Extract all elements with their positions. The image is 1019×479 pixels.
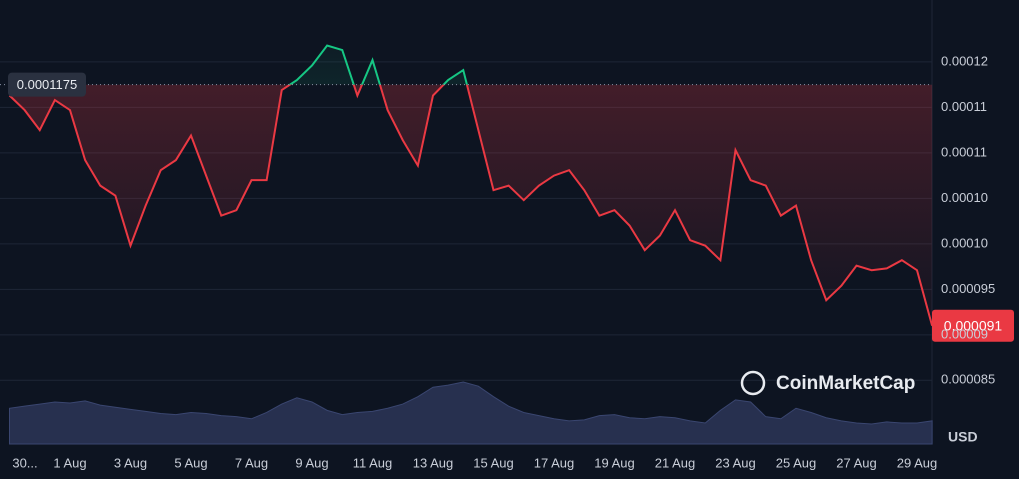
currency: USD [948, 429, 978, 445]
watermark-logo [740, 370, 766, 396]
y-tick-label: 0.00012 [941, 53, 988, 68]
x-tick-label: 11 Aug [353, 455, 393, 470]
x-tick-label: 17 Aug [534, 455, 575, 470]
baseline-label: 0.0001175 [17, 77, 78, 92]
watermark: CoinMarketCap [740, 370, 915, 396]
y-tick-label: 0.000085 [941, 372, 995, 387]
price-line-below [8, 84, 934, 326]
x-tick-label: 7 Aug [235, 455, 268, 470]
x-tick-label: 30... [12, 455, 37, 470]
x-tick-label: 23 Aug [715, 455, 756, 470]
watermark-text: CoinMarketCap [776, 373, 915, 394]
x-tick-label: 3 Aug [114, 455, 147, 470]
x-tick-label: 29 Aug [897, 455, 938, 470]
area-below [9, 84, 933, 326]
x-tick-label: 19 Aug [594, 455, 635, 470]
x-tick-label: 13 Aug [413, 455, 454, 470]
y-tick-label: 0.00010 [941, 235, 988, 250]
x-tick-label: 21 Aug [655, 455, 696, 470]
y-tick-label: 0.00011 [941, 144, 987, 159]
x-tick-label: 9 Aug [295, 455, 328, 470]
volume-area [9, 381, 933, 445]
y-tick-label: 0.000095 [941, 281, 995, 296]
area-above [290, 45, 467, 85]
x-tick-label: 5 Aug [174, 455, 207, 470]
x-tick-label: 27 Aug [836, 455, 877, 470]
y-tick-label: 0.00011 [941, 99, 987, 114]
price-tag [932, 309, 1014, 342]
price-label: 0.000091 [944, 317, 1003, 333]
x-tick-label: 25 Aug [776, 455, 817, 470]
x-tick-label: 15 Aug [473, 455, 514, 470]
y-tick-label: 0.00010 [941, 190, 988, 205]
y-tick-label: 0.00009 [941, 326, 988, 341]
x-tick-label: 1 Aug [53, 455, 86, 470]
baseline-tag [8, 72, 86, 97]
